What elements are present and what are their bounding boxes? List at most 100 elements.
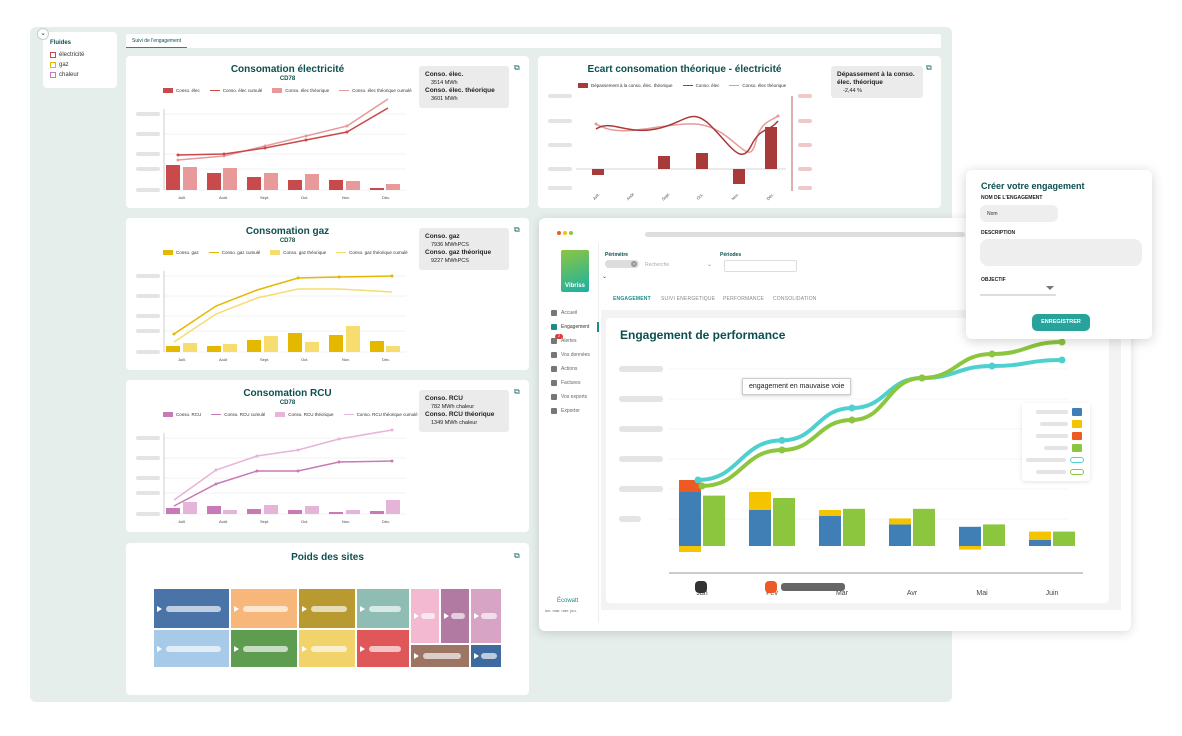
external-link-icon[interactable]: ⧉ xyxy=(514,551,520,560)
filter-item-label: gaz xyxy=(59,62,69,68)
treemap-cell[interactable] xyxy=(441,589,469,643)
description-field[interactable] xyxy=(980,239,1142,266)
axis-tick: Sept. xyxy=(260,519,270,524)
filter-item-gaz[interactable]: gaz xyxy=(50,62,69,68)
treemap-cell[interactable] xyxy=(471,645,501,667)
stat-label: Conso. gaz xyxy=(425,233,460,240)
objectif-select[interactable] xyxy=(980,287,1056,296)
axis-tick-label: Juin xyxy=(1046,590,1059,597)
axis-tick: Juill. xyxy=(178,195,187,200)
axis-tick: Nov. xyxy=(342,357,350,362)
tab-suivi-energetique[interactable]: SUIVI ENERGETIQUE xyxy=(661,296,716,302)
nav-label: Vos données xyxy=(561,352,590,358)
collapse-chevron-icon[interactable]: ⌄ xyxy=(602,274,608,280)
external-link-icon[interactable]: ⧉ xyxy=(514,387,520,396)
filter-item-label: chaleur xyxy=(59,72,79,78)
chart-legend: Dépassement à la conso. élec. théorique … xyxy=(578,83,786,88)
card-subtitle: CD78 xyxy=(279,400,296,406)
bar-green xyxy=(773,498,795,546)
name-field[interactable]: Nom xyxy=(980,205,1058,222)
periodes-input[interactable] xyxy=(724,260,797,272)
close-chip-icon[interactable]: × xyxy=(631,261,637,267)
card-elec: Consomation électricité CD78 Conso. élec… xyxy=(126,56,529,208)
logo-text: Vibriss xyxy=(565,283,585,289)
axis-tick-label: Mar xyxy=(836,590,849,597)
perimetre-label: Périmètre xyxy=(605,252,629,258)
bar-blue xyxy=(749,510,771,546)
treemap-cell[interactable] xyxy=(471,589,501,643)
external-link-icon[interactable]: ⧉ xyxy=(514,225,520,234)
legend-label: Conso. élec théorique xyxy=(285,88,330,93)
series-line xyxy=(700,340,1064,488)
treemap-cell[interactable] xyxy=(411,645,469,667)
legend-label: Conso. élec théorique cumulé xyxy=(352,88,412,93)
bar-yellow xyxy=(959,546,981,550)
card-poids: Poids des sites ⧉ xyxy=(126,543,529,695)
elec-chart xyxy=(136,98,406,192)
checkbox-icon xyxy=(50,62,56,68)
treemap-cell[interactable] xyxy=(299,589,355,628)
treemap-cell[interactable] xyxy=(231,630,297,667)
perimetre-chip[interactable] xyxy=(605,260,639,268)
search-input[interactable]: Recherche xyxy=(645,262,670,268)
legend-placeholder xyxy=(1036,434,1068,438)
tab-consolidation[interactable]: CONSOLIDATION xyxy=(773,296,817,302)
treemap-cell[interactable] xyxy=(357,589,409,628)
bar-blue xyxy=(679,492,701,546)
treemap xyxy=(154,589,501,667)
legend-label: Conso. élec cumulé xyxy=(222,88,263,93)
save-button[interactable]: ENREGISTRER xyxy=(1032,314,1090,331)
stat-value: -2,44 % xyxy=(843,88,862,94)
series-point xyxy=(1058,356,1066,364)
treemap-cell[interactable] xyxy=(357,630,409,667)
collapse-chevron-icon[interactable]: ⌄ xyxy=(37,28,49,40)
legend-label: Conso. élec théorique xyxy=(742,83,787,88)
axis-tick-label: Fev xyxy=(766,590,778,597)
filter-item-electricite[interactable]: électricité xyxy=(50,52,84,58)
tab-performance[interactable]: PERFORMANCE xyxy=(723,296,765,302)
treemap-cell[interactable] xyxy=(231,589,297,628)
bar-green xyxy=(913,508,935,546)
maximize-dot-icon[interactable] xyxy=(569,231,573,235)
bar-green xyxy=(983,524,1005,546)
alert-count-badge: 2 xyxy=(555,334,563,339)
treemap-cell[interactable] xyxy=(411,589,439,643)
home-icon xyxy=(551,310,557,316)
minimize-dot-icon[interactable] xyxy=(563,231,567,235)
filter-item-chaleur[interactable]: chaleur xyxy=(50,72,79,78)
nav-item-donnees[interactable]: Vos données xyxy=(551,352,590,358)
axis-tick: Nov. xyxy=(342,195,350,200)
series-point xyxy=(988,350,996,358)
treemap-cell[interactable] xyxy=(154,589,229,628)
chevron-down-icon[interactable]: ⌄ xyxy=(707,262,713,268)
nav-item-exporter[interactable]: Exporter xyxy=(551,408,580,414)
nav-item-actions[interactable]: Actions xyxy=(551,366,577,372)
window-controls xyxy=(557,231,573,235)
stat-value: 782 MWh chaleur xyxy=(431,404,475,410)
legend-label: Conso. élec xyxy=(695,83,720,88)
treemap-cell[interactable] xyxy=(154,630,229,667)
external-link-icon[interactable]: ⧉ xyxy=(514,63,520,72)
series-point xyxy=(698,482,706,490)
axis-tick: Déc. xyxy=(382,519,391,524)
axis-tick: Déc. xyxy=(382,195,391,200)
nav-item-accueil[interactable]: Accueil xyxy=(551,310,577,316)
objectif-label: OBJECTIF xyxy=(981,277,1006,283)
nav-item-exports[interactable]: Vos exports xyxy=(551,394,587,400)
nav-item-alertes[interactable]: Alertes xyxy=(551,338,577,344)
tab-suivi-engagement[interactable]: Suivi de l'engagement xyxy=(126,34,188,48)
bell-icon xyxy=(551,338,557,344)
close-dot-icon[interactable] xyxy=(557,231,561,235)
bar-green xyxy=(1053,531,1075,546)
active-indicator xyxy=(597,322,599,332)
external-link-icon[interactable]: ⧉ xyxy=(926,63,932,72)
bar-green xyxy=(703,495,725,546)
treemap-cell[interactable] xyxy=(299,630,355,667)
nav-item-factures[interactable]: Factures xyxy=(551,380,580,386)
nav-label: Accueil xyxy=(561,310,578,316)
nav-label: Engagement xyxy=(561,324,590,330)
name-label: NOM DE L'ENGAGEMENT xyxy=(981,195,1043,201)
nav-item-engagement[interactable]: Engagement xyxy=(551,324,589,330)
tab-engagement[interactable]: ENGAGEMENT xyxy=(613,296,651,302)
card-title: Consomation gaz xyxy=(245,226,330,237)
